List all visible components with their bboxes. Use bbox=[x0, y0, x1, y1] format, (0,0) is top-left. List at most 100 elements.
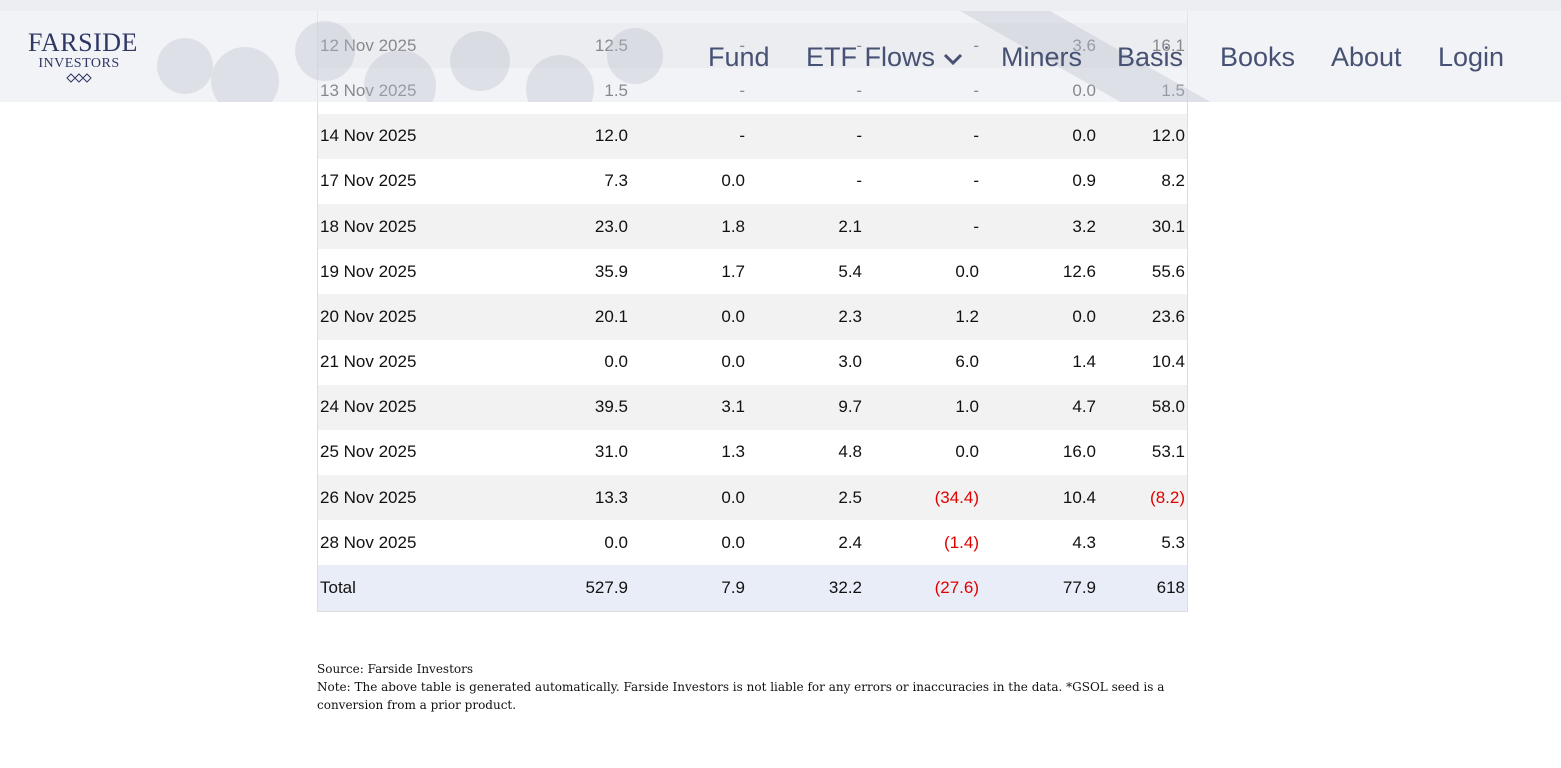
value-cell: 6.0 bbox=[955, 352, 979, 372]
value-cell: 1.2 bbox=[955, 306, 979, 326]
value-cell: 0.0 bbox=[604, 532, 628, 552]
value-cell: 58.0 bbox=[1151, 397, 1185, 417]
value-cell: 1.3 bbox=[721, 442, 745, 462]
value-cell: 9.7 bbox=[838, 397, 862, 417]
value-cell: 4.3 bbox=[1072, 532, 1096, 552]
value-cell: (34.4) bbox=[934, 487, 979, 507]
date-cell: 25 Nov 2025 bbox=[320, 442, 417, 462]
value-cell: 1.4 bbox=[1072, 352, 1096, 372]
date-cell: 17 Nov 2025 bbox=[320, 171, 417, 191]
value-cell: 0.0 bbox=[955, 442, 979, 462]
value-cell: 1.8 bbox=[721, 216, 745, 236]
value-cell: 23.6 bbox=[1151, 306, 1185, 326]
value-cell: 0.0 bbox=[955, 261, 979, 281]
value-cell: 55.6 bbox=[1151, 261, 1185, 281]
value-cell: 12.0 bbox=[1151, 126, 1185, 146]
date-cell: 20 Nov 2025 bbox=[320, 306, 417, 326]
table-row: 26 Nov 2025 13.3 0.0 2.5 (34.4) 10.4 (8.2) bbox=[318, 475, 1187, 521]
table-row: 18 Nov 2025 23.0 1.8 2.1 - 3.2 30.1 bbox=[318, 203, 1187, 250]
value-cell: - bbox=[856, 171, 862, 191]
value-cell: 8.2 bbox=[1161, 171, 1185, 191]
logo-title: FARSIDE bbox=[28, 28, 138, 57]
nav-etf-flows[interactable]: ETF Flows bbox=[806, 39, 963, 75]
value-cell: 20.1 bbox=[594, 306, 628, 326]
table-row: 14 Nov 2025 12.0 - - - 0.0 12.0 bbox=[318, 113, 1187, 159]
date-cell: 21 Nov 2025 bbox=[320, 352, 417, 372]
value-cell: - bbox=[739, 126, 745, 146]
value-cell: 0.0 bbox=[721, 532, 745, 552]
farside-logo[interactable]: FARSIDE INVESTORS bbox=[28, 28, 138, 83]
value-cell: 1.7 bbox=[721, 261, 745, 281]
value-cell: 5.4 bbox=[838, 261, 862, 281]
value-cell: 0.0 bbox=[604, 352, 628, 372]
main-nav: Fund ETF Flows Miners Basis Books About … bbox=[0, 39, 1561, 75]
site-header: FARSIDE INVESTORS Fund ETF Flows Miners … bbox=[0, 0, 1561, 102]
value-cell: 3.0 bbox=[838, 352, 862, 372]
value-cell: 31.0 bbox=[594, 442, 628, 462]
value-cell: 35.9 bbox=[594, 261, 628, 281]
nav-login[interactable]: Login bbox=[1438, 42, 1505, 72]
value-cell: 30.1 bbox=[1151, 216, 1185, 236]
value-cell: 2.1 bbox=[838, 216, 862, 236]
table-row: 24 Nov 2025 39.5 3.1 9.7 1.0 4.7 58.0 bbox=[318, 384, 1187, 430]
total-label: Total bbox=[320, 578, 356, 598]
value-cell: 13.3 bbox=[594, 487, 628, 507]
value-cell: 0.0 bbox=[721, 352, 745, 372]
date-cell: 19 Nov 2025 bbox=[320, 261, 417, 281]
value-cell: 4.7 bbox=[1072, 397, 1096, 417]
value-cell: 16.0 bbox=[1062, 442, 1096, 462]
logo-mark-icon bbox=[66, 73, 92, 83]
value-cell: 0.0 bbox=[1072, 126, 1096, 146]
nav-books[interactable]: Books bbox=[1220, 42, 1296, 72]
disclaimer-note: Note: The above table is generated autom… bbox=[317, 680, 1165, 712]
date-cell: 26 Nov 2025 bbox=[320, 487, 417, 507]
value-cell: 0.0 bbox=[721, 487, 745, 507]
value-cell: 1.0 bbox=[955, 397, 979, 417]
value-cell: 0.9 bbox=[1072, 171, 1096, 191]
nav-etf-flows-label: ETF Flows bbox=[806, 42, 936, 72]
total-value-cell: 7.9 bbox=[721, 578, 745, 598]
value-cell: 2.5 bbox=[838, 487, 862, 507]
header-background-image bbox=[157, 11, 1211, 102]
value-cell: - bbox=[973, 216, 979, 236]
value-cell: 12.0 bbox=[594, 126, 628, 146]
total-value-cell: 32.2 bbox=[828, 578, 862, 598]
table-row: 25 Nov 2025 31.0 1.3 4.8 0.0 16.0 53.1 bbox=[318, 429, 1187, 476]
total-value-cell: 618 bbox=[1156, 578, 1185, 598]
total-value-cell: (27.6) bbox=[934, 578, 979, 598]
total-value-cell: 527.9 bbox=[585, 578, 628, 598]
value-cell: 10.4 bbox=[1062, 487, 1096, 507]
table-row: 21 Nov 2025 0.0 0.0 3.0 6.0 1.4 10.4 bbox=[318, 339, 1187, 385]
value-cell: 3.1 bbox=[721, 397, 745, 417]
value-cell: 2.4 bbox=[838, 532, 862, 552]
table-row: 20 Nov 2025 20.1 0.0 2.3 1.2 0.0 23.6 bbox=[318, 294, 1187, 340]
table-notes: Source: Farside Investors Note: The abov… bbox=[317, 660, 1187, 714]
table-row: 17 Nov 2025 7.3 0.0 - - 0.9 8.2 bbox=[318, 158, 1187, 204]
date-cell: 24 Nov 2025 bbox=[320, 397, 417, 417]
nav-miners[interactable]: Miners bbox=[1001, 42, 1083, 72]
value-cell: - bbox=[973, 171, 979, 191]
logo-subtitle: INVESTORS bbox=[38, 56, 120, 71]
value-cell: 23.0 bbox=[594, 216, 628, 236]
chevron-down-icon bbox=[943, 53, 963, 65]
table-row: 28 Nov 2025 0.0 0.0 2.4 (1.4) 4.3 5.3 bbox=[318, 520, 1187, 566]
nav-basis[interactable]: Basis bbox=[1117, 42, 1184, 72]
source-note: Source: Farside Investors bbox=[317, 662, 474, 676]
date-cell: 18 Nov 2025 bbox=[320, 216, 417, 236]
value-cell: 10.4 bbox=[1151, 352, 1185, 372]
value-cell: 0.0 bbox=[721, 306, 745, 326]
value-cell: 4.8 bbox=[838, 442, 862, 462]
value-cell: (8.2) bbox=[1150, 487, 1185, 507]
date-cell: 14 Nov 2025 bbox=[320, 126, 417, 146]
value-cell: 7.3 bbox=[604, 171, 628, 191]
value-cell: - bbox=[973, 126, 979, 146]
nav-about[interactable]: About bbox=[1331, 42, 1402, 72]
value-cell: 2.3 bbox=[838, 306, 862, 326]
total-row: Total 527.9 7.9 32.2 (27.6) 77.9 618 bbox=[318, 565, 1187, 611]
value-cell: 5.3 bbox=[1161, 532, 1185, 552]
value-cell: 3.2 bbox=[1072, 216, 1096, 236]
date-cell: 28 Nov 2025 bbox=[320, 532, 417, 552]
nav-fund[interactable]: Fund bbox=[708, 42, 770, 72]
table-row: 19 Nov 2025 35.9 1.7 5.4 0.0 12.6 55.6 bbox=[318, 249, 1187, 295]
